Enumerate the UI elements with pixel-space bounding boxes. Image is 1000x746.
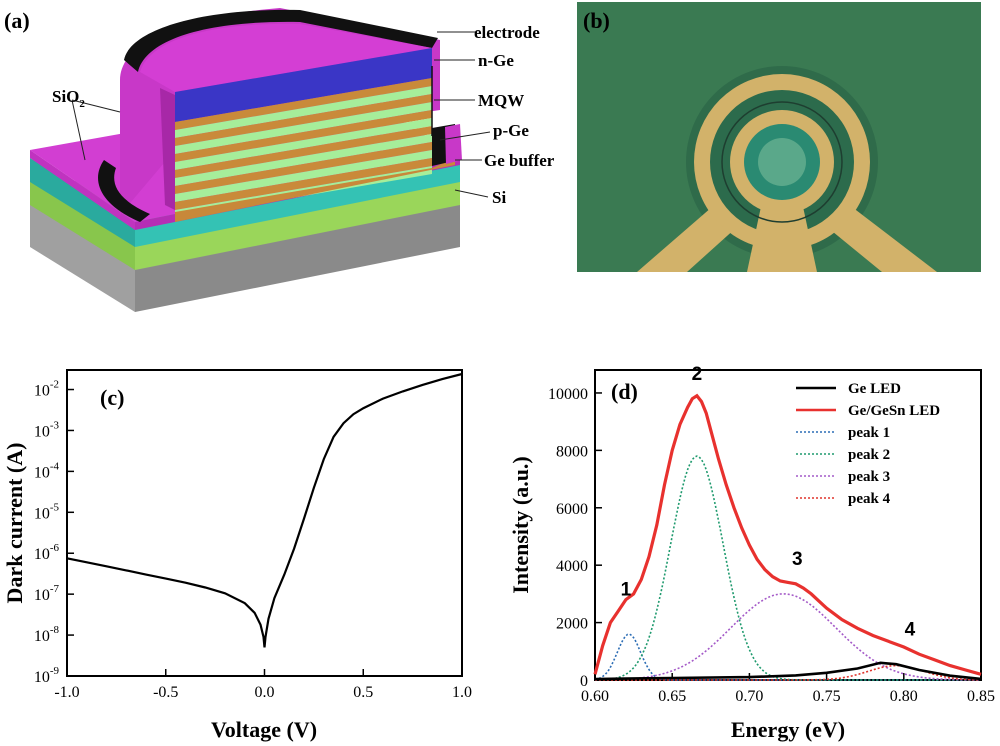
chart-d-ytick-label: 6000 xyxy=(556,501,588,518)
micrograph: (b) xyxy=(577,2,981,272)
chart-d: (d) Energy (eV) Intensity (a.u.) 0.60 0.6… xyxy=(508,364,995,742)
chart-c-ylabel: Dark current (A) xyxy=(2,443,27,604)
sio2-right xyxy=(445,124,462,164)
teal-layer-side xyxy=(30,158,135,247)
chart-d-xtick-label: 0.80 xyxy=(890,688,918,705)
chart-c: (c) Voltage (V) Dark current (A) -1.0 -0.… xyxy=(2,369,472,742)
outer-ring-lead-right xyxy=(827,207,937,272)
chart-d-ytick-label: 2000 xyxy=(556,616,588,633)
chart-d-ylabel: Intensity (a.u.) xyxy=(508,456,533,594)
center-pad xyxy=(758,138,806,186)
chart-d-annotations: 1 2 3 4 xyxy=(621,364,916,640)
chart-d-legend-label: Ge/GeSn LED xyxy=(848,403,940,419)
chart-c-ytick-label: 10-7 xyxy=(34,583,60,604)
electrode-bottom-arc xyxy=(98,160,150,222)
sio2-slab-side xyxy=(30,150,135,230)
chart-c-xtick-label: 1.0 xyxy=(452,684,472,701)
chart-c-ytick-label: 10-5 xyxy=(34,501,60,522)
chart-d-legend-label: peak 3 xyxy=(848,469,890,485)
chart-c-ytick-label: 10-2 xyxy=(34,379,59,400)
chart-d-ytick-label: 0 xyxy=(580,673,588,690)
panel-b-letter: (b) xyxy=(583,8,610,33)
label-sio2-sub: 2 xyxy=(79,98,85,110)
top-disk xyxy=(140,23,432,92)
label-sio2-main: SiO xyxy=(52,87,79,106)
mesa-edge xyxy=(721,101,843,223)
chart-c-xtick-label: 0.0 xyxy=(255,684,275,701)
chart-d-annotation: 4 xyxy=(905,620,916,641)
electrode-top-arc xyxy=(124,9,438,72)
chart-c-letter: (c) xyxy=(100,385,124,410)
label-nge: n-Ge xyxy=(478,51,514,70)
chart-d-legend-label: peak 4 xyxy=(848,491,891,507)
chart-c-series-line xyxy=(66,372,463,648)
leader-si xyxy=(454,189,489,198)
chart-d-xtick-label: 0.85 xyxy=(967,688,995,705)
chart-c-ytick-label: 10-9 xyxy=(34,665,60,686)
leader-sio2-a xyxy=(71,99,86,161)
chart-c-ytick-label: 10-3 xyxy=(34,419,60,440)
mesa-shell-inner xyxy=(160,88,175,210)
chart-d-series xyxy=(593,393,982,681)
panel-a: (a) electrode n-Ge MQW p-Ge Ge buffer Si… xyxy=(0,0,570,330)
chart-c-xtick-label: -0.5 xyxy=(153,684,178,701)
chart-d-series-ge-led xyxy=(594,661,982,681)
chart-c-series xyxy=(66,372,463,648)
chart-d-legend-label: peak 1 xyxy=(848,425,890,441)
chart-c-xlabel: Voltage (V) xyxy=(211,717,317,742)
chart-d-letter: (d) xyxy=(611,379,638,404)
chart-d-annotation: 2 xyxy=(692,364,703,385)
chart-d-legend-label: Ge LED xyxy=(848,381,901,397)
chart-d-xtick-label: 0.60 xyxy=(581,688,609,705)
chart-d-series-peak-1 xyxy=(594,633,980,681)
panel-b: (b) xyxy=(577,2,981,272)
chart-d-ytick-label: 10000 xyxy=(548,386,588,403)
chart-d-legend: Ge LED Ge/GeSn LED peak 1 peak 2 peak 3 peak … xyxy=(796,381,940,507)
chart-d-annotation: 1 xyxy=(621,579,632,600)
label-pge: p-Ge xyxy=(493,121,529,140)
panel-c: (c) Voltage (V) Dark current (A) -1.0 -0.… xyxy=(0,355,490,746)
chart-d-series-peak-4 xyxy=(595,664,980,681)
chart-d-xlabel: Energy (eV) xyxy=(731,717,845,742)
gebuffer-front xyxy=(135,175,460,270)
label-electrode: electrode xyxy=(474,23,540,42)
chart-d-ticks: 0.60 0.65 0.70 0.75 0.80 0.85 0 2000 4000 6000 800… xyxy=(548,386,995,705)
chart-c-xtick-label: 0.5 xyxy=(353,684,373,701)
chart-c-ytick-label: 10-8 xyxy=(34,624,60,645)
chart-c-ytick-label: 10-6 xyxy=(34,542,60,563)
chart-c-ytick-label: 10-4 xyxy=(34,460,60,481)
gebuffer-side xyxy=(30,175,135,270)
label-mqw: MQW xyxy=(478,91,524,110)
leader-pge xyxy=(439,131,491,141)
leader-sio2-b xyxy=(71,99,121,113)
chart-d-legend-label: peak 2 xyxy=(848,447,890,463)
chart-d-ytick-label: 8000 xyxy=(556,443,588,460)
chart-d-series-peak-2 xyxy=(594,455,980,681)
panel-d: (d) Energy (eV) Intensity (a.u.) 0.60 0.6… xyxy=(500,355,1000,746)
chart-c-plot-frame xyxy=(66,369,463,677)
chart-d-series-peak-3 xyxy=(594,593,980,681)
mqw-stack xyxy=(175,78,432,218)
outer-ring-lead-left xyxy=(637,207,737,272)
chart-d-xtick-label: 0.70 xyxy=(735,688,763,705)
chart-d-ytick-label: 4000 xyxy=(556,558,588,575)
chart-d-xtick-label: 0.65 xyxy=(658,688,686,705)
chart-d-series-ge-gesn-led xyxy=(593,393,982,676)
device-schematic: (a) electrode n-Ge MQW p-Ge Ge buffer Si… xyxy=(4,8,555,312)
chart-c-ticks: -1.0 -0.5 0.0 0.5 1.0 10-9 10-8 10-7 10-6 10-5 10-… xyxy=(34,379,472,701)
pge-layer xyxy=(175,158,455,222)
chart-d-xtick-label: 0.75 xyxy=(813,688,841,705)
label-sio2: SiO2 xyxy=(52,87,85,110)
nge-layer xyxy=(175,48,432,122)
panel-a-letter: (a) xyxy=(4,8,30,33)
label-si: Si xyxy=(492,188,506,207)
chart-c-xtick-label: -1.0 xyxy=(54,684,79,701)
label-gebuffer: Ge buffer xyxy=(484,151,555,170)
chart-d-annotation: 3 xyxy=(792,549,803,570)
